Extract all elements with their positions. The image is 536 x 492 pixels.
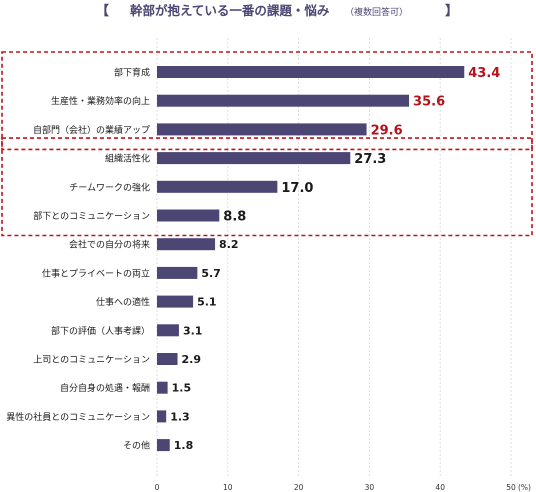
bar — [157, 324, 179, 337]
category-label: その他 — [123, 440, 150, 452]
bar — [157, 209, 220, 222]
x-axis: 0 10 20 30 40 50 (%) — [155, 483, 531, 492]
value-label: 8.2 — [219, 238, 239, 251]
highlight-boxes — [1, 51, 533, 237]
category-label: 部下とのコミュニケーション — [33, 210, 150, 222]
value-label: 1.8 — [174, 439, 194, 452]
grid — [156, 38, 512, 476]
bar — [157, 439, 170, 452]
bar — [157, 410, 167, 423]
value-label: 1.3 — [170, 410, 190, 423]
x-axis-unit: (%) — [518, 483, 531, 492]
category-label: 生産性・業務効率の向上 — [51, 95, 150, 107]
bar — [157, 238, 216, 251]
bar — [157, 180, 278, 193]
value-label: 5.1 — [197, 296, 217, 309]
bar — [157, 123, 367, 136]
bar — [157, 381, 168, 394]
bar — [157, 94, 410, 107]
chart-title: 【 幹部が抱えている一番の課題・悩み （複数回答可） 】 — [96, 3, 458, 19]
category-labels: 部下育成生産性・業務効率の向上自部門（会社）の業績アップ組織活性化チームワークの… — [6, 67, 150, 452]
title-open-bracket: 【 — [96, 3, 109, 19]
x-tick-label: 50 — [506, 483, 516, 492]
bar — [157, 152, 351, 165]
value-label: 35.6 — [413, 95, 445, 110]
x-tick-label: 40 — [435, 483, 445, 492]
x-tick-label: 20 — [294, 483, 304, 492]
highlight-box — [1, 137, 533, 237]
value-label: 17.0 — [281, 181, 313, 196]
bar — [157, 353, 178, 365]
bar — [157, 295, 194, 308]
bars — [157, 66, 465, 452]
value-label: 2.9 — [182, 353, 202, 366]
bar — [157, 266, 198, 279]
value-label: 43.4 — [468, 66, 500, 81]
x-tick-label: 30 — [365, 483, 375, 492]
category-label: 仕事とプライベートの両立 — [42, 267, 150, 279]
category-label: チームワークの強化 — [69, 181, 150, 193]
category-label: 部下の評価（人事考課） — [51, 325, 150, 337]
category-label: 会社での自分の将来 — [69, 239, 150, 251]
value-label: 1.5 — [172, 382, 192, 395]
title-note: （複数回答可） — [345, 6, 408, 18]
category-label: 上司とのコミュニケーション — [33, 355, 150, 366]
value-labels: 43.4 35.6 29.6 27.3 17.0 8.8 8.2 5.7 5.1 3.1 2.9 1.… — [170, 66, 500, 452]
value-label: 8.8 — [223, 210, 246, 225]
highlight-box — [1, 51, 533, 151]
title-text: 幹部が抱えている一番の課題・悩み — [130, 3, 330, 18]
value-label: 5.7 — [201, 267, 221, 280]
title-close-bracket: 】 — [445, 3, 458, 19]
x-tick-label: 0 — [155, 483, 160, 492]
value-label: 27.3 — [354, 152, 386, 167]
bar — [157, 66, 465, 78]
category-label: 組織活性化 — [105, 153, 150, 165]
category-label: 自部門（会社）の業績アップ — [33, 124, 150, 136]
x-tick-label: 10 — [223, 483, 233, 492]
value-label: 29.6 — [371, 123, 403, 138]
value-label: 3.1 — [183, 324, 203, 337]
category-label: 自分自身の処遇・報酬 — [60, 382, 150, 394]
category-label: 異性の社員とのコミュニケーション — [6, 411, 150, 423]
category-label: 仕事への適性 — [96, 296, 150, 308]
category-label: 部下育成 — [114, 67, 150, 79]
